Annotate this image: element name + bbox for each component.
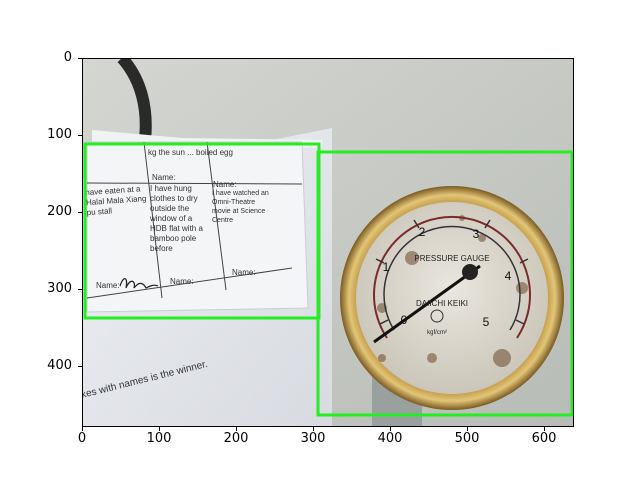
y-tickmark [78,212,82,213]
x-tick-label: 600 [531,431,557,446]
image-plot: kg the sun ... boiled egg Name: Name: ha… [82,58,574,427]
gauge-scale-1: 1 [383,260,390,274]
gauge-scale-3: 3 [473,227,480,241]
x-tickmark [544,427,545,431]
x-tickmark [236,427,237,431]
detection-box-gauge [316,150,574,417]
gauge-brand: DAIICHI KEIKI [416,299,468,308]
cell-omni: I have watched an Omni-Theatre movie at … [212,190,269,224]
gauge-title: PRESSURE GAUGE [414,254,489,263]
x-tickmark [313,427,314,431]
name-label-1: Name: [152,173,176,182]
gauge-scale-5: 5 [483,315,490,329]
cell-top-mid: kg the sun ... boiled egg [148,148,233,157]
x-tick-label: 500 [454,431,480,446]
x-tickmark [467,427,468,431]
gauge-scale-4: 4 [505,269,512,283]
y-tick-label: 200 [47,204,72,219]
y-tickmark [78,135,82,136]
pressure-gauge [340,186,564,427]
y-tick-label: 400 [47,358,72,373]
x-tickmark [82,427,83,431]
name-label-3: Name: [96,281,120,290]
name-label-2: Name: [213,180,237,189]
gauge-unit: kgf/cm² [427,330,447,336]
y-tick-label: 100 [47,127,72,142]
y-tick-label: 300 [47,281,72,296]
cell-halal: have eaten at a Halal Mala Xiang pu stal… [86,186,147,218]
photo-scene: kg the sun ... boiled egg Name: Name: ha… [82,58,574,427]
x-tick-label: 300 [300,431,326,446]
worksheet-paper [86,141,309,313]
y-tickmark [78,366,82,367]
gauge-scale-0: 0 [401,313,408,327]
x-tick-label: 0 [77,431,87,446]
name-label-4: Name: [170,277,194,286]
gauge-scale-2: 2 [419,225,426,239]
y-tick-label: 0 [63,50,72,65]
name-label-5: Name: [232,268,256,277]
y-tickmark [78,58,82,59]
x-tick-label: 200 [223,431,249,446]
x-tick-label: 100 [146,431,172,446]
cell-hdb: I have hung clothes to dry outside the w… [150,184,203,253]
x-tick-label: 400 [377,431,403,446]
gauge-needle [373,264,481,344]
y-tickmark [78,289,82,290]
x-tickmark [390,427,391,431]
x-tickmark [159,427,160,431]
signature [119,278,159,289]
